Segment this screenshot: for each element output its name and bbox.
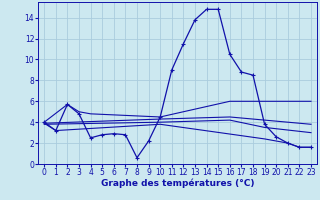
X-axis label: Graphe des températures (°C): Graphe des températures (°C): [101, 179, 254, 188]
